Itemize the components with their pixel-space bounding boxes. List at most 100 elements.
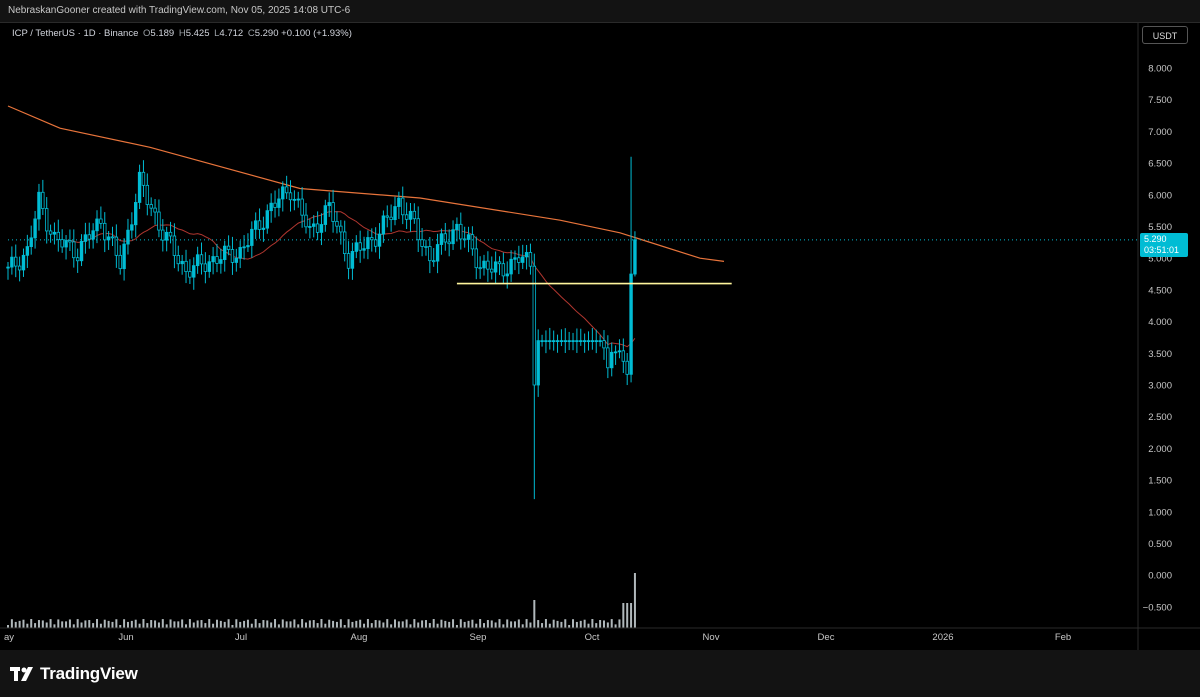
candle-body — [176, 255, 180, 265]
volume-bar — [92, 623, 95, 628]
candle-body — [366, 237, 370, 250]
volume-bar — [378, 620, 381, 628]
candle-body — [99, 218, 103, 224]
volume-bar — [424, 620, 427, 628]
candle-body — [373, 239, 378, 247]
candle-body — [466, 234, 471, 240]
candle-body — [470, 234, 475, 250]
volume-bar — [297, 624, 300, 628]
volume-bar — [610, 619, 613, 628]
candle-body — [582, 340, 587, 343]
volume-bar — [548, 623, 551, 628]
candle-body — [14, 256, 18, 267]
low-value: 4.712 — [219, 28, 244, 39]
volume-bar — [568, 624, 571, 628]
volume-bar — [506, 619, 509, 628]
candle-body — [211, 256, 215, 263]
volume-bar — [533, 600, 536, 628]
volume-bar — [335, 621, 338, 628]
volume-bar — [479, 619, 482, 628]
candle-body — [598, 340, 602, 343]
candle-body — [455, 223, 459, 231]
volume-bar — [618, 619, 621, 628]
volume-bar — [14, 621, 17, 628]
volume-bar — [7, 625, 9, 628]
candle-body — [443, 233, 448, 243]
candle-body — [428, 246, 432, 262]
volume-bar — [157, 622, 160, 628]
candle-body — [126, 229, 130, 245]
y-tick-label: 1.000 — [1148, 507, 1172, 518]
candle-body — [284, 186, 289, 194]
volume-bar — [355, 620, 358, 628]
volume-bar — [328, 619, 331, 628]
volume-bar — [475, 623, 478, 628]
candle-body — [292, 198, 297, 201]
candle-body — [72, 241, 76, 259]
volume-bar — [513, 621, 516, 628]
x-tick-label: Dec — [818, 632, 835, 643]
y-tick-label: 1.500 — [1148, 476, 1172, 487]
candle-body — [571, 340, 575, 343]
volume-bar — [599, 620, 602, 628]
candle-body — [246, 245, 250, 248]
candle-body — [230, 249, 235, 263]
volume-bar — [53, 624, 56, 628]
volume-bar — [483, 623, 486, 628]
candle-body — [265, 210, 269, 229]
candle-body — [300, 198, 304, 216]
candle-body — [350, 250, 355, 269]
candle-body — [563, 340, 567, 343]
volume-bar — [405, 619, 408, 628]
volume-bar — [150, 620, 153, 628]
close-value: 5.290 — [254, 28, 279, 39]
candle-body — [114, 236, 119, 256]
candle-body — [75, 257, 80, 262]
candle-body — [10, 256, 14, 268]
candle-body — [416, 218, 420, 241]
volume-bar — [84, 620, 87, 628]
candle-body — [56, 231, 61, 241]
candle-body — [401, 197, 405, 216]
candle-body — [517, 257, 521, 263]
volume-bar — [537, 620, 540, 628]
tradingview-logo[interactable]: TradingView — [10, 664, 138, 684]
volume-bars — [7, 573, 636, 628]
volume-bar — [409, 624, 412, 628]
candle-body — [145, 184, 150, 205]
candle-body — [91, 230, 95, 240]
ma-short-path — [66, 211, 636, 348]
candle-body — [505, 273, 509, 277]
volume-bar — [146, 623, 149, 628]
candle-body — [25, 246, 30, 256]
currency-button[interactable]: USDT — [1142, 26, 1188, 44]
ma-long-path — [7, 105, 725, 262]
candle-body — [157, 211, 161, 231]
x-tick-label: Aug — [351, 632, 368, 643]
volume-bar — [575, 621, 578, 628]
candle-body — [215, 256, 219, 264]
volume-bar — [57, 619, 60, 628]
volume-bar — [467, 620, 470, 628]
volume-bar — [359, 619, 362, 628]
volume-bar — [614, 624, 617, 628]
volume-bar — [602, 620, 605, 628]
candle-body — [192, 265, 196, 278]
candle-body — [296, 198, 300, 201]
candle-body — [110, 236, 115, 239]
candle-body — [524, 252, 529, 258]
candle-body — [497, 261, 502, 265]
volume-bar — [68, 619, 71, 628]
y-tick-label: 7.500 — [1148, 95, 1172, 106]
candle-body — [122, 243, 126, 270]
candle-body — [242, 246, 246, 249]
candle-body — [594, 340, 598, 343]
volume-bar — [332, 620, 335, 628]
volume-bar — [320, 619, 323, 628]
volume-bar — [181, 619, 184, 628]
candle-body — [103, 222, 107, 241]
volume-bar — [281, 619, 284, 628]
volume-bar — [246, 619, 249, 628]
candle-body — [478, 267, 482, 270]
